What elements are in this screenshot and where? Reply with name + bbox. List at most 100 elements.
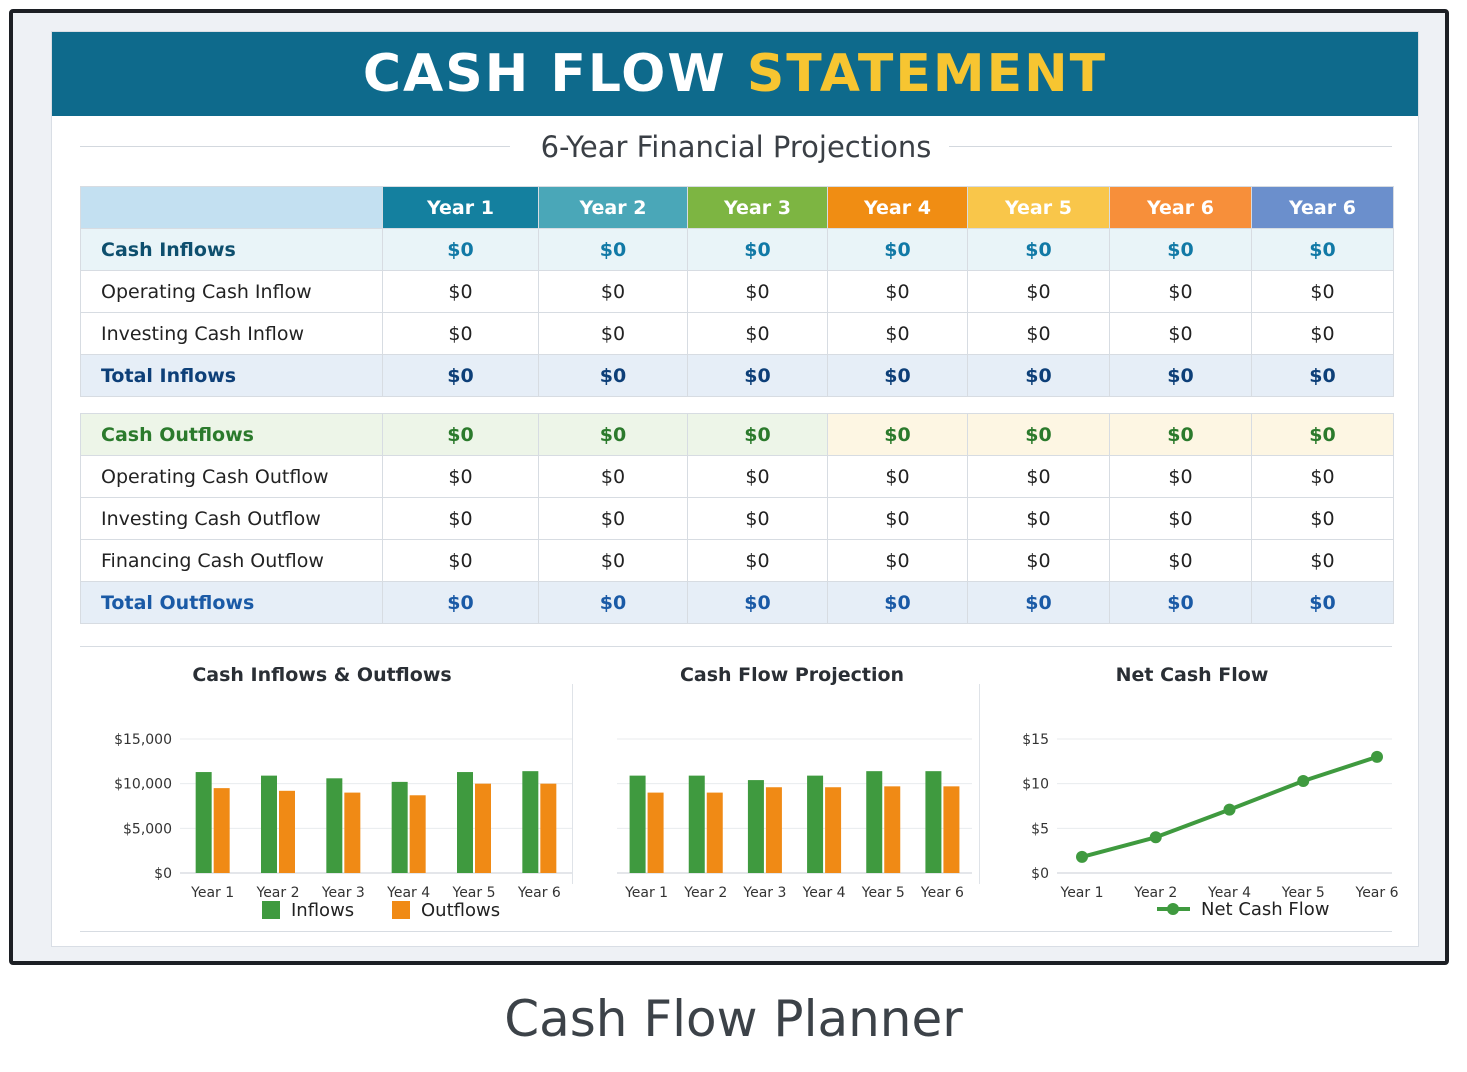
table-cell[interactable]: $0 — [538, 312, 688, 355]
table-cell[interactable]: $0 — [382, 228, 539, 271]
table-cell[interactable]: $0 — [967, 312, 1110, 355]
table-cell[interactable]: $0 — [687, 413, 828, 456]
table-cell: $0 — [1251, 581, 1394, 624]
table-cell[interactable]: $0 — [827, 413, 968, 456]
table-cell[interactable]: $0 — [382, 497, 539, 540]
net-cash-flow-point — [1149, 831, 1162, 844]
table-cell[interactable]: $0 — [687, 228, 828, 271]
table-cell[interactable]: $0 — [538, 270, 688, 313]
table-cell[interactable]: $0 — [538, 455, 688, 498]
table-cell: $0 — [1251, 354, 1394, 397]
x-tick-label: Year 3 — [321, 885, 365, 901]
header-blank-cell — [80, 186, 383, 229]
table-cell[interactable]: $0 — [687, 312, 828, 355]
chart-title-projection: Cash Flow Projection — [679, 664, 905, 686]
row-label: Operating Cash Outflow — [80, 455, 383, 498]
bar-outflows — [279, 790, 295, 873]
table-cell[interactable]: $0 — [538, 413, 688, 456]
table-cell: $0 — [538, 581, 688, 624]
bar-series-1 — [925, 771, 942, 873]
table-cell: $0 — [382, 581, 539, 624]
x-tick-label: Year 5 — [1281, 885, 1325, 901]
x-tick-label: Year 6 — [1355, 885, 1399, 901]
table-cell[interactable]: $0 — [1109, 228, 1252, 271]
bar-inflows — [391, 781, 408, 873]
y-tick-label: $10,000 — [114, 777, 172, 793]
x-tick-label: Year 1 — [1060, 885, 1104, 901]
table-cell[interactable]: $0 — [1251, 539, 1394, 582]
inflows-outflows-chart: $0 $5,000 $10,000 $15,000 Year 1 Year 2 Year 3… — [114, 732, 572, 921]
table-cell[interactable]: $0 — [967, 455, 1110, 498]
table-cell: $0 — [382, 354, 539, 397]
table-cell[interactable]: $0 — [1109, 270, 1252, 313]
table-cell[interactable]: $0 — [1251, 413, 1394, 456]
sheet-frame: CASH FLOW STATEMENT 6-Year Financial Pro… — [9, 9, 1449, 965]
subtitle-rule-right — [946, 146, 1392, 147]
y-tick-label: $10 — [1022, 777, 1049, 793]
table-cell: $0 — [538, 354, 688, 397]
table-header-row: Year 1 Year 2 Year 3 Year 4 Year 5 Year … — [80, 186, 1394, 229]
table-cell[interactable]: $0 — [1109, 497, 1252, 540]
table-cell[interactable]: $0 — [827, 539, 968, 582]
table-cell[interactable]: $0 — [687, 270, 828, 313]
table-cell[interactable]: $0 — [1109, 455, 1252, 498]
bar-series-2 — [943, 786, 960, 873]
table-cell[interactable]: $0 — [1251, 497, 1394, 540]
table-cell[interactable]: $0 — [1251, 312, 1394, 355]
column-header-year: Year 6 — [1109, 186, 1252, 229]
table-cell[interactable]: $0 — [538, 539, 688, 582]
y-tick-label: $5 — [1031, 821, 1049, 837]
table-cell[interactable]: $0 — [967, 539, 1110, 582]
table-cell[interactable]: $0 — [1251, 455, 1394, 498]
table-cell[interactable]: $0 — [1251, 270, 1394, 313]
table-cell[interactable]: $0 — [967, 497, 1110, 540]
table-cell[interactable]: $0 — [382, 455, 539, 498]
column-header-year: Year 1 — [382, 186, 539, 229]
table-cell[interactable]: $0 — [967, 270, 1110, 313]
table-cell[interactable]: $0 — [1109, 539, 1252, 582]
table-cell[interactable]: $0 — [538, 497, 688, 540]
table-cell[interactable]: $0 — [1109, 312, 1252, 355]
table-cell[interactable]: $0 — [967, 413, 1110, 456]
title-accent: STATEMENT — [746, 44, 1108, 104]
statement-sheet: CASH FLOW STATEMENT 6-Year Financial Pro… — [51, 31, 1419, 947]
table-cell[interactable]: $0 — [1109, 413, 1252, 456]
column-header-year: Year 5 — [967, 186, 1110, 229]
table-cell[interactable]: $0 — [827, 228, 968, 271]
chart-title-net-cash-flow: Net Cash Flow — [1115, 664, 1269, 686]
x-tick-label: Year 2 — [256, 885, 300, 901]
bar-series-1 — [866, 771, 883, 873]
table-row: Operating Cash Outflow $0 $0 $0 $0 $0 $0… — [80, 455, 1394, 498]
table-row: Financing Cash Outflow $0 $0 $0 $0 $0 $0… — [80, 539, 1394, 582]
table-cell[interactable]: $0 — [382, 413, 539, 456]
charts-bottom-rule — [80, 931, 1392, 932]
table-row: Operating Cash Inflow $0 $0 $0 $0 $0 $0 … — [80, 270, 1394, 313]
table-cell[interactable]: $0 — [827, 312, 968, 355]
x-tick-label: Year 1 — [190, 885, 234, 901]
x-tick-label: Year 6 — [517, 885, 561, 901]
row-label: Investing Cash Outflow — [80, 497, 383, 540]
table-cell[interactable]: $0 — [1251, 228, 1394, 271]
table-cell[interactable]: $0 — [687, 497, 828, 540]
table-cell[interactable]: $0 — [382, 270, 539, 313]
table-cell[interactable]: $0 — [967, 228, 1110, 271]
table-cell[interactable]: $0 — [538, 228, 688, 271]
row-label: Investing Cash Inflow — [80, 312, 383, 355]
table-cell[interactable]: $0 — [382, 312, 539, 355]
table-cell[interactable]: $0 — [687, 455, 828, 498]
table-cell[interactable]: $0 — [687, 539, 828, 582]
table-cell[interactable]: $0 — [827, 497, 968, 540]
table-cell[interactable]: $0 — [827, 270, 968, 313]
column-header-year: Year 3 — [687, 186, 828, 229]
table-cell: $0 — [1109, 354, 1252, 397]
column-header-year: Year 2 — [538, 186, 688, 229]
x-tick-label: Year 2 — [683, 885, 727, 901]
bar-inflows — [195, 772, 212, 873]
table-cell[interactable]: $0 — [382, 539, 539, 582]
table-cell: $0 — [827, 581, 968, 624]
bar-outflows — [409, 795, 426, 873]
legend-label-inflows: Inflows — [291, 900, 354, 921]
table-row-total-inflows: Total Inflows $0 $0 $0 $0 $0 $0 $0 — [80, 354, 1394, 397]
subtitle: 6-Year Financial Projections — [522, 130, 950, 164]
table-cell[interactable]: $0 — [827, 455, 968, 498]
